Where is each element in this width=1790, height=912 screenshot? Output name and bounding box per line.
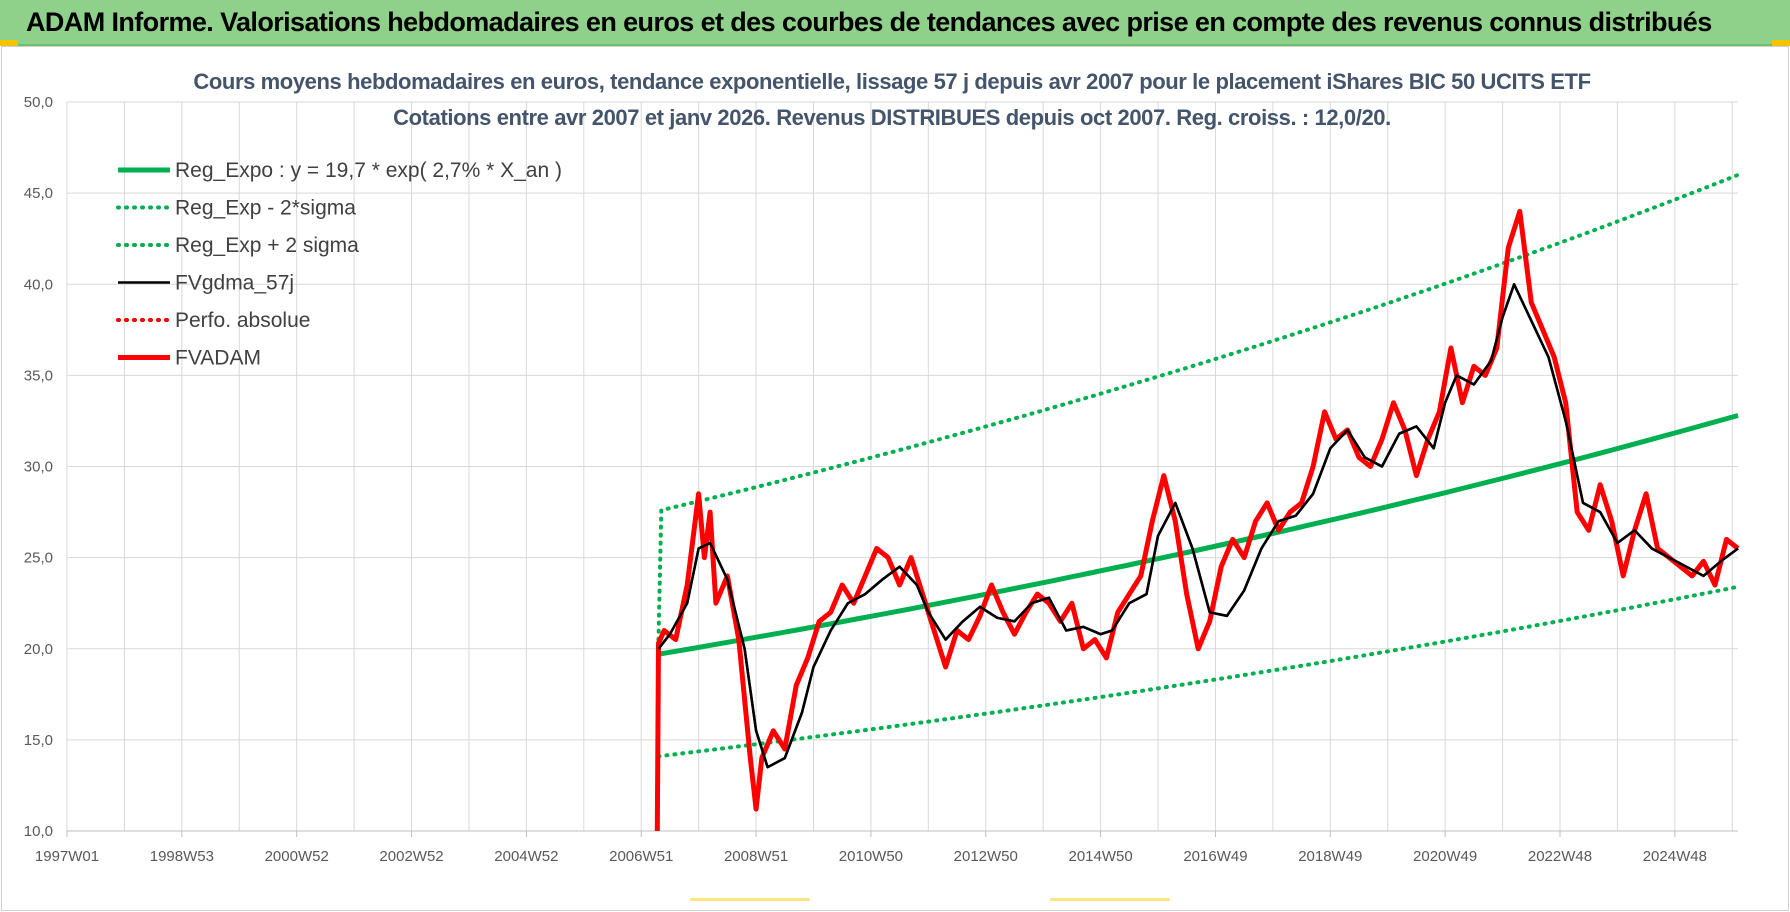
y-tick-label: 40,0: [24, 276, 53, 293]
y-tick-label: 35,0: [24, 367, 53, 384]
y-tick-label: 30,0: [24, 459, 53, 476]
chart-title-line-2: Cotations entre avr 2007 et janv 2026. R…: [393, 105, 1391, 130]
x-tick-label: 2008W51: [724, 848, 788, 865]
legend-label-1: Reg_Exp - 2*sigma: [175, 197, 356, 220]
x-tick-label: 2024W48: [1643, 848, 1707, 865]
legend-label-3: FVgdma_57j: [175, 272, 294, 295]
bottom-highlight-right: [1050, 898, 1170, 901]
x-tick-label: 2006W51: [609, 848, 673, 865]
legend: Reg_Expo : y = 19,7 * exp( 2,7% * X_an )…: [116, 159, 562, 370]
legend-label-4: Perfo. absolue: [175, 309, 310, 332]
x-tick-label: 2004W52: [494, 848, 558, 865]
y-tick-label: 25,0: [24, 550, 53, 567]
x-tick-label: 2000W52: [265, 848, 329, 865]
x-tick-label: 2010W50: [839, 848, 903, 865]
x-tick-label: 2014W50: [1068, 848, 1132, 865]
series-line-1: [656, 584, 1740, 759]
series-line-2: [656, 172, 1740, 642]
x-tick-label: 2012W50: [954, 848, 1018, 865]
x-tick-label: 2018W49: [1298, 848, 1362, 865]
corner-marker-right: [1772, 40, 1790, 46]
legend-label-0: Reg_Expo : y = 19,7 * exp( 2,7% * X_an ): [175, 159, 562, 182]
header-title: ADAM Informe. Valorisations hebdomadaire…: [26, 7, 1712, 37]
y-tick-label: 20,0: [24, 641, 53, 658]
series-line-5: [654, 208, 1740, 832]
axis-layer: 10,0 15,0 20,0 25,0 30,0 35,0 40,0 45,0 50,0 1997…: [24, 94, 1738, 865]
x-tick-label: 2022W48: [1528, 848, 1592, 865]
trend-chart: 10,0 15,0 20,0 25,0 30,0 35,0 40,0 45,0 50,0 1997…: [24, 69, 1740, 865]
corner-marker-left: [0, 40, 18, 46]
series-layer: [654, 172, 1740, 832]
legend-label-5: FVADAM: [175, 347, 261, 370]
x-tick-label: 2016W49: [1183, 848, 1247, 865]
x-tick-label: 2020W49: [1413, 848, 1477, 865]
legend-label-2: Reg_Exp + 2 sigma: [175, 234, 359, 257]
bottom-highlight-left: [690, 898, 810, 901]
y-tick-label: 15,0: [24, 732, 53, 749]
y-tick-label: 10,0: [24, 823, 53, 840]
x-tick-label: 1997W01: [35, 848, 99, 865]
x-tick-label: 1998W53: [150, 848, 214, 865]
y-tick-label: 45,0: [24, 185, 53, 202]
x-tick-label: 2002W52: [379, 848, 443, 865]
series-line-3-top: [657, 283, 1739, 769]
series-line-3: [657, 283, 1739, 769]
header-bar: ADAM Informe. Valorisations hebdomadaire…: [0, 0, 1790, 46]
y-tick-label: 50,0: [24, 94, 53, 111]
chart-frame: [1, 46, 1789, 911]
series-line-0: [658, 413, 1739, 657]
chart-title-line-1: Cours moyens hebdomadaires en euros, ten…: [193, 69, 1590, 94]
